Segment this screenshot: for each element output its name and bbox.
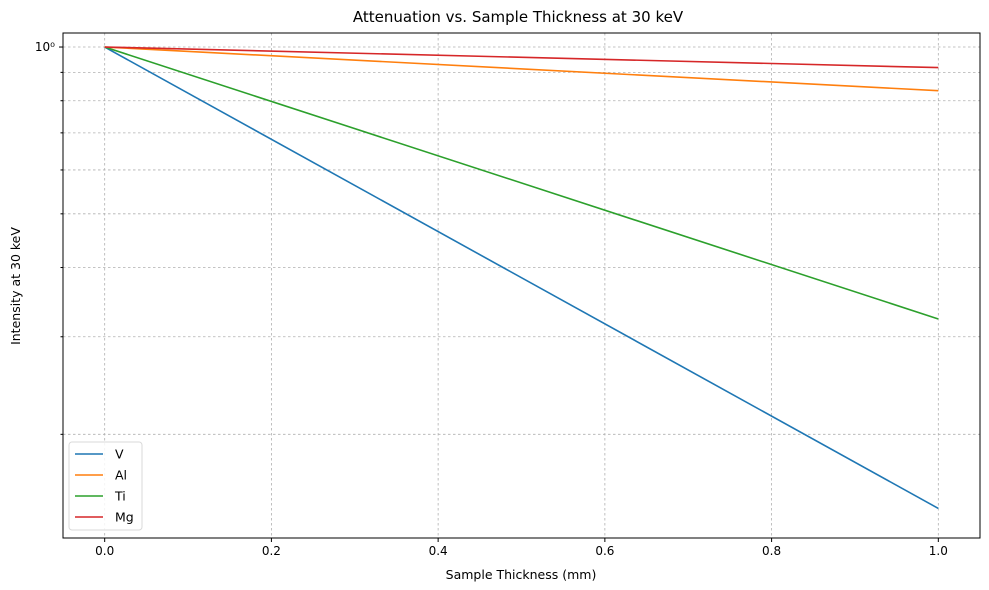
legend-label-al: Al	[115, 468, 127, 483]
legend-label-v: V	[115, 447, 124, 462]
series-layer	[104, 46, 939, 510]
chart-title: Attenuation vs. Sample Thickness at 30 k…	[353, 8, 684, 26]
x-tick-label: 1.0	[929, 544, 948, 558]
x-tick-label: 0.0	[95, 544, 114, 558]
series-line-ti	[104, 46, 939, 320]
series-line-v	[104, 46, 939, 510]
x-tick-label: 0.4	[429, 544, 448, 558]
y-axis-ticks: 10⁰	[35, 40, 63, 435]
x-tick-label: 0.8	[762, 544, 781, 558]
x-axis-label: Sample Thickness (mm)	[446, 567, 597, 582]
legend-label-ti: Ti	[114, 489, 126, 504]
x-tick-label: 0.6	[595, 544, 614, 558]
legend: V Al Ti Mg	[68, 441, 143, 531]
x-tick-label: 0.2	[262, 544, 281, 558]
series-line-mg	[104, 46, 939, 69]
y-axis-label: Intensity at 30 keV	[8, 227, 23, 345]
series-line-al	[104, 46, 939, 92]
grid-layer	[63, 33, 980, 538]
plot-area-frame	[62, 32, 981, 539]
legend-frame	[68, 441, 143, 531]
legend-label-mg: Mg	[115, 510, 134, 525]
x-axis-ticks: 0.0 0.2 0.4 0.6 0.8 1.0	[95, 538, 948, 558]
y-tick-label: 10⁰	[35, 40, 55, 54]
